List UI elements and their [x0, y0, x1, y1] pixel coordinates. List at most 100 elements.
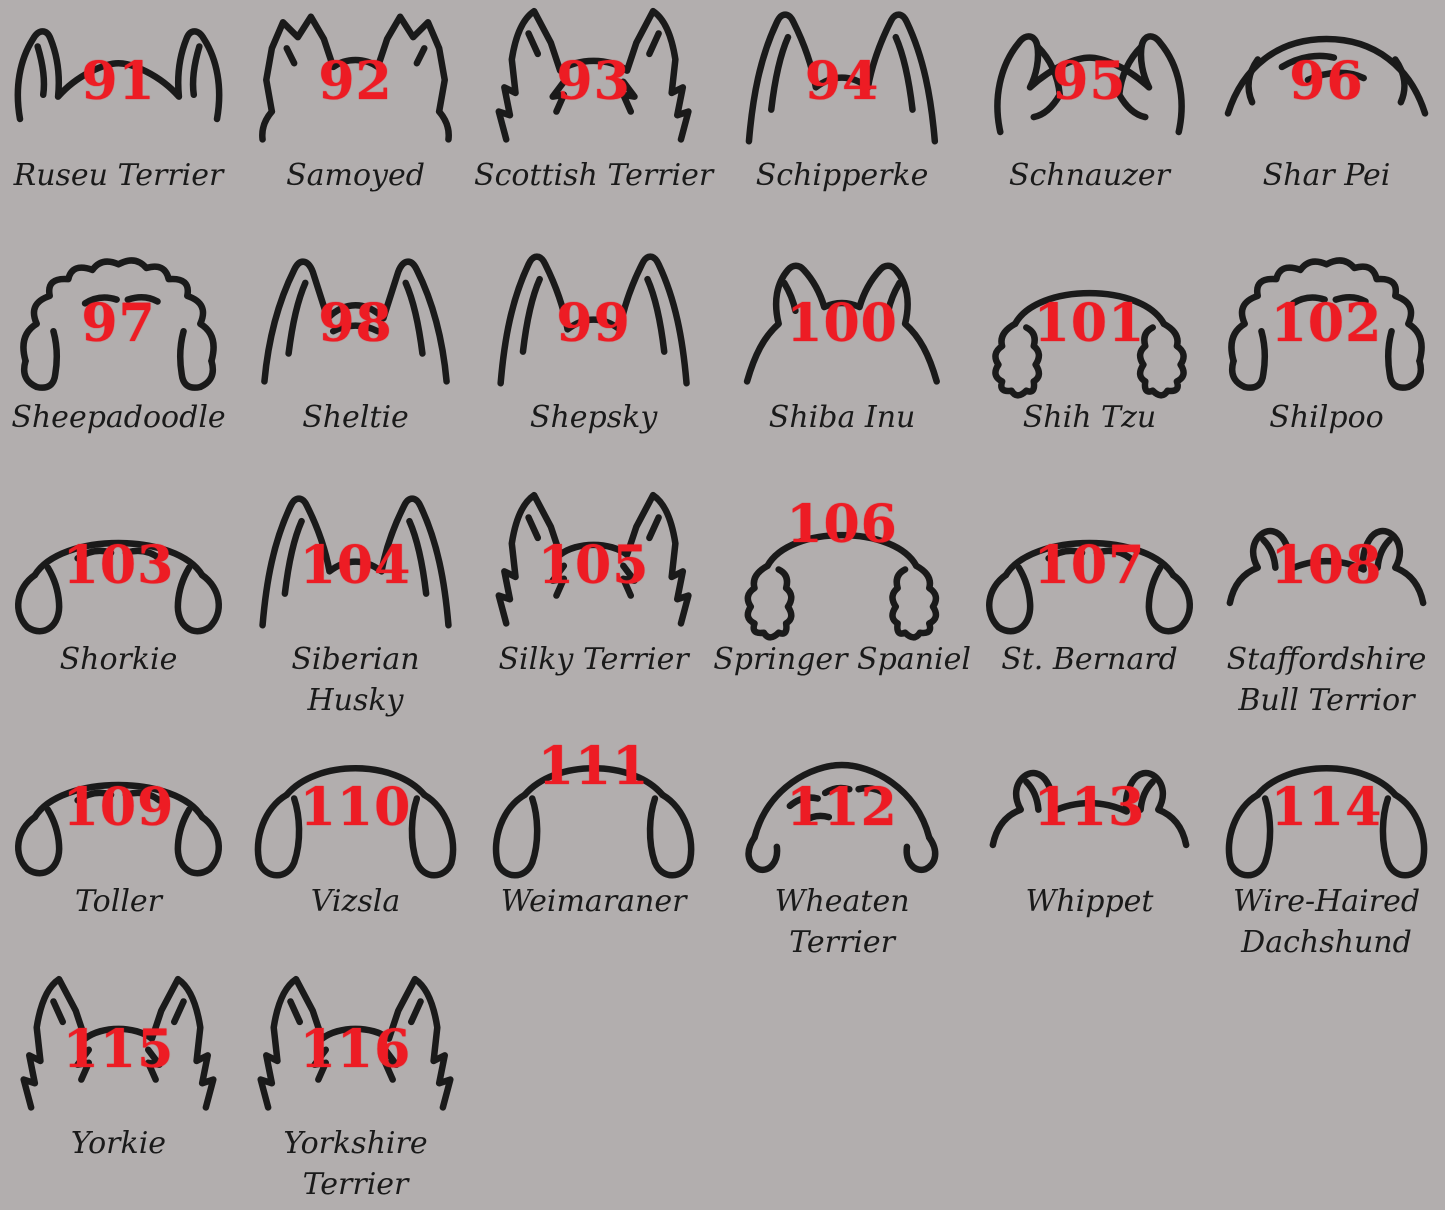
long-drop-ears-icon: [492, 765, 695, 879]
breed-name: Shepsky: [529, 400, 658, 435]
design-number: 101: [1033, 293, 1146, 355]
ear-drawing-area: 108: [1208, 484, 1445, 642]
ear-drawing-area: 101: [971, 242, 1208, 400]
prick-ears-icon: [497, 253, 690, 387]
design-number: 115: [62, 1019, 175, 1081]
breed-cell: 100 Shiba Inu: [713, 242, 971, 484]
breed-cell: 98 Sheltie: [237, 242, 474, 484]
breed-name: Weimaraner: [500, 884, 687, 919]
long-drop-ears-icon: [1225, 765, 1428, 879]
breed-name: Shar Pei: [1262, 158, 1391, 193]
breed-cell: 115 Yorkie: [0, 968, 237, 1210]
curly-dome-ears-icon: [20, 257, 217, 391]
design-number: 102: [1270, 293, 1383, 355]
breed-cell: 103 Shorkie: [0, 484, 237, 726]
breed-cell: 116 Yorkshire Terrier: [237, 968, 474, 1210]
drop-ears-icon: [15, 539, 222, 635]
design-number: 103: [62, 535, 175, 597]
breed-cell: 95 Schnauzer: [971, 0, 1208, 242]
breed-cell: 99 Shepsky: [474, 242, 713, 484]
curly-dome-ears-icon: [1228, 257, 1425, 391]
design-number: 114: [1270, 777, 1383, 839]
breed-cell: 92 Samoyed: [237, 0, 474, 242]
breed-name: Staffordshire Bull Terrior: [1226, 642, 1427, 718]
design-number: 95: [1052, 51, 1127, 113]
breed-cell: 93 Scottish Terrier: [474, 0, 713, 242]
rose-ears-icon: [1226, 527, 1427, 607]
small-prick-ears-icon: [744, 262, 941, 385]
prick-ears-icon: [259, 495, 452, 629]
design-number: 111: [537, 736, 650, 798]
ear-drawing-area: 91: [0, 0, 237, 158]
breed-name: Wire-Haired Dachshund: [1232, 884, 1421, 960]
fluffy-prick-ears-icon: [259, 13, 452, 143]
design-number: 91: [81, 51, 156, 113]
design-number: 99: [556, 293, 631, 355]
ear-drawing-area: 93: [474, 0, 713, 158]
breed-cell: 111 Weimaraner: [474, 726, 713, 968]
breed-name: Schipperke: [755, 158, 929, 193]
ear-drawing-area: 111: [474, 726, 713, 884]
drop-ears-icon: [15, 781, 222, 877]
breed-cell: 112 Wheaten Terrier: [713, 726, 971, 968]
ear-drawing-area: 107: [971, 484, 1208, 642]
breed-name: Vizsla: [310, 884, 401, 919]
breed-cell: 107 St. Bernard: [971, 484, 1208, 726]
breed-name: Whippet: [1025, 884, 1154, 919]
shaggy-dome-ears-icon: [745, 761, 939, 874]
breed-name: Scottish Terrier: [474, 158, 714, 193]
design-number: 108: [1270, 535, 1383, 597]
design-number: 113: [1033, 777, 1146, 839]
ear-drawing-area: 113: [971, 726, 1208, 884]
design-number: 100: [786, 293, 898, 355]
breed-name: Yorkie: [70, 1126, 167, 1161]
ear-drawing-area: 112: [713, 726, 971, 884]
design-number: 105: [537, 535, 650, 597]
ear-drawing-area: 95: [971, 0, 1208, 158]
breed-name: Silky Terrier: [498, 642, 689, 677]
ear-drawing-area: 110: [237, 726, 474, 884]
ear-drawing-area: 100: [713, 242, 971, 400]
breed-cell: 97 Sheepadoodle: [0, 242, 237, 484]
breed-cell: 113 Whippet: [971, 726, 1208, 968]
breed-name: Sheepadoodle: [11, 400, 226, 435]
breed-name: Siberian Husky: [291, 642, 420, 718]
button-fold-ears-icon: [994, 33, 1185, 136]
drop-ears-icon: [986, 539, 1193, 635]
ear-drawing-area: 96: [1208, 0, 1445, 158]
ear-drawing-area: 98: [237, 242, 474, 400]
design-number: 97: [81, 293, 156, 355]
ear-drawing-area: 94: [713, 0, 971, 158]
design-number: 104: [299, 535, 412, 597]
design-number: 110: [299, 777, 412, 839]
breed-cell: 114 Wire-Haired Dachshund: [1208, 726, 1445, 968]
design-number: 92: [318, 51, 393, 113]
breed-name: Toller: [74, 884, 163, 919]
fuzzy-prick-ears-icon: [495, 7, 692, 143]
breed-name: St. Bernard: [1001, 642, 1178, 677]
prick-ears-icon: [745, 11, 939, 145]
long-drop-ears-icon: [254, 765, 457, 879]
fuzzy-prick-ears-icon: [495, 491, 692, 627]
design-number: 96: [1289, 51, 1364, 113]
design-number: 107: [1033, 535, 1146, 597]
breed-name: Wheaten Terrier: [774, 884, 910, 960]
breed-cell: 104 Siberian Husky: [237, 484, 474, 726]
breed-name: Shiba Inu: [768, 400, 916, 435]
design-number: 94: [804, 51, 880, 113]
breed-name: Shih Tzu: [1022, 400, 1157, 435]
ear-drawing-area: 99: [474, 242, 713, 400]
folded-side-ears-icon: [14, 28, 223, 123]
design-number: 112: [786, 777, 898, 839]
breed-cell: 109 Toller: [0, 726, 237, 968]
ear-drawing-area: 92: [237, 0, 474, 158]
breed-cell: 96 Shar Pei: [1208, 0, 1445, 242]
ear-drawing-area: 116: [237, 968, 474, 1126]
design-number: 106: [786, 494, 898, 556]
breed-cell: 91 Ruseu Terrier: [0, 0, 237, 242]
ear-drawing-area: 114: [1208, 726, 1445, 884]
breed-cell: 106 Springer Spaniel: [713, 484, 971, 726]
design-number: 98: [318, 293, 393, 355]
breed-cell: 108 Staffordshire Bull Terrior: [1208, 484, 1445, 726]
